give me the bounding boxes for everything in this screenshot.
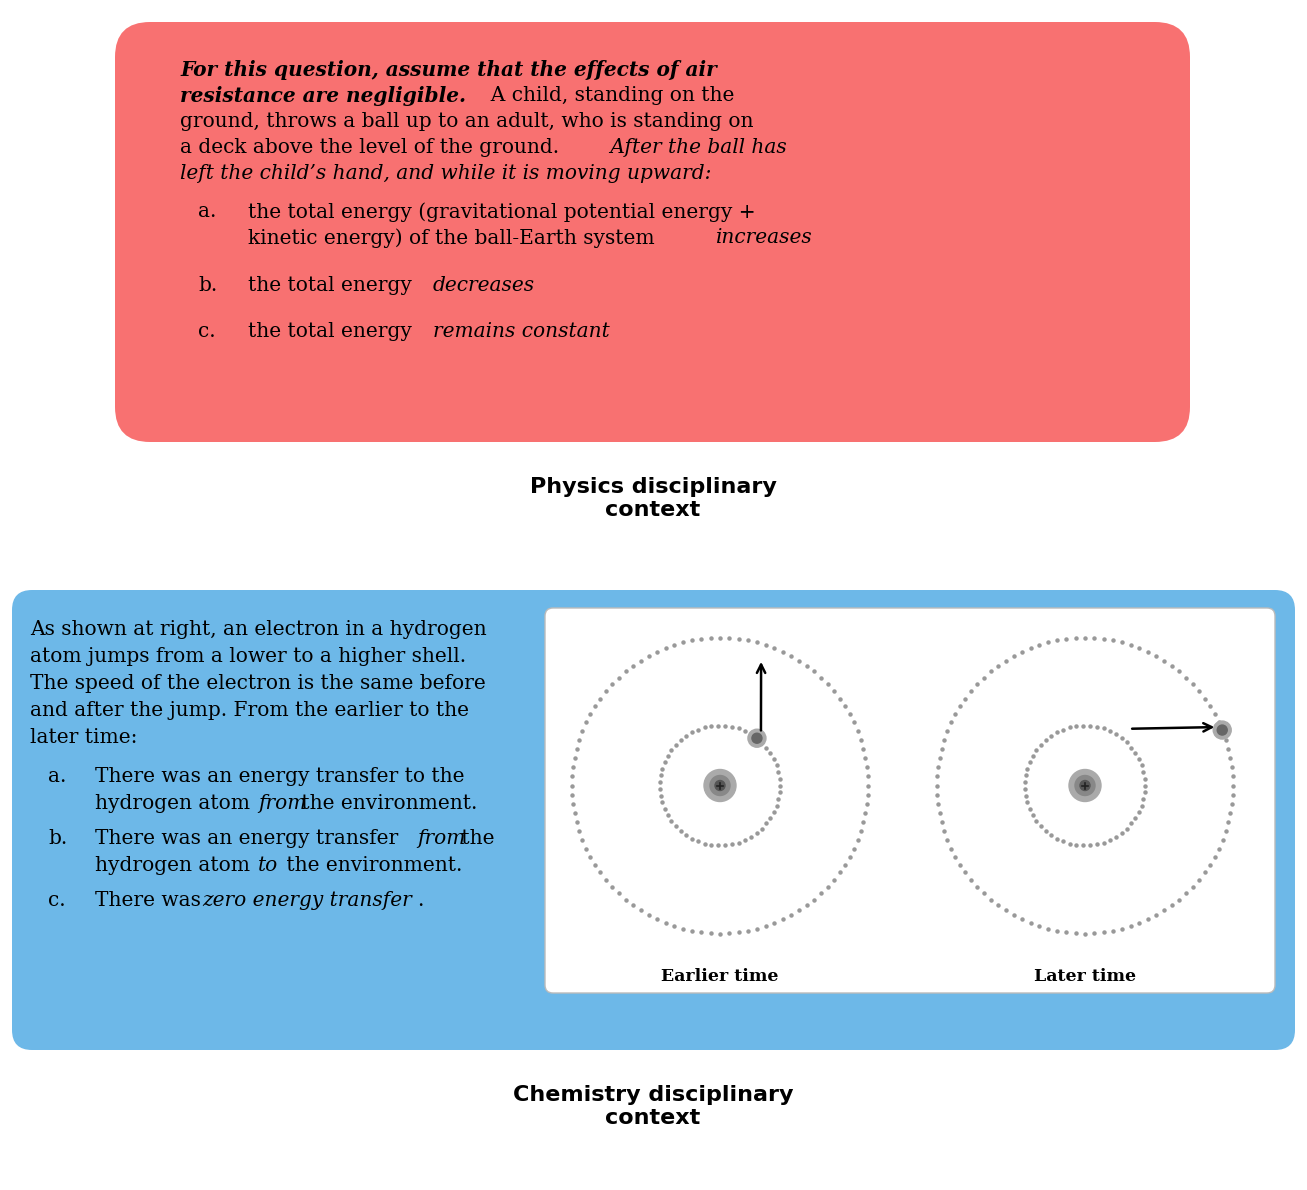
Text: Physics disciplinary
context: Physics disciplinary context bbox=[529, 477, 776, 520]
Text: kinetic energy) of the ball-Earth system: kinetic energy) of the ball-Earth system bbox=[248, 228, 661, 248]
Text: Earlier time: Earlier time bbox=[661, 967, 779, 985]
FancyBboxPatch shape bbox=[545, 608, 1276, 992]
Text: c.: c. bbox=[197, 322, 216, 342]
Text: a.: a. bbox=[48, 768, 67, 787]
Text: the total energy (gravitational potential energy +: the total energy (gravitational potentia… bbox=[248, 202, 755, 221]
Circle shape bbox=[715, 781, 725, 790]
Circle shape bbox=[1069, 770, 1100, 802]
Text: the total energy: the total energy bbox=[248, 322, 418, 342]
Text: to: to bbox=[257, 856, 278, 875]
Circle shape bbox=[1080, 781, 1090, 790]
Text: For this question, assume that the effects of air: For this question, assume that the effec… bbox=[180, 60, 716, 80]
Text: the total energy: the total energy bbox=[248, 276, 418, 295]
Text: later time:: later time: bbox=[30, 728, 137, 747]
Circle shape bbox=[710, 776, 731, 795]
Text: hydrogen atom: hydrogen atom bbox=[95, 794, 256, 813]
Text: b.: b. bbox=[197, 276, 217, 295]
Text: .: . bbox=[417, 891, 423, 910]
Text: zero energy transfer: zero energy transfer bbox=[203, 891, 412, 910]
Text: and after the jump. From the earlier to the: and after the jump. From the earlier to … bbox=[30, 701, 469, 720]
Text: b.: b. bbox=[48, 829, 67, 848]
Text: the: the bbox=[455, 829, 494, 848]
Text: Chemistry disciplinary
context: Chemistry disciplinary context bbox=[512, 1085, 793, 1128]
Text: a deck above the level of the ground.: a deck above the level of the ground. bbox=[180, 138, 559, 157]
FancyBboxPatch shape bbox=[12, 590, 1295, 1050]
Circle shape bbox=[1213, 721, 1231, 739]
Text: ground, throws a ball up to an adult, who is standing on: ground, throws a ball up to an adult, wh… bbox=[180, 112, 754, 131]
Text: left the child’s hand, and while it is moving upward:: left the child’s hand, and while it is m… bbox=[180, 164, 711, 183]
Text: resistance are negligible.: resistance are negligible. bbox=[180, 86, 467, 106]
Text: remains constant: remains constant bbox=[433, 322, 610, 342]
Text: A child, standing on the: A child, standing on the bbox=[478, 86, 735, 105]
Circle shape bbox=[752, 733, 762, 744]
Text: atom jumps from a lower to a higher shell.: atom jumps from a lower to a higher shel… bbox=[30, 647, 467, 666]
Text: There was an energy transfer to the: There was an energy transfer to the bbox=[95, 768, 464, 787]
Text: increases: increases bbox=[716, 228, 813, 248]
Circle shape bbox=[748, 729, 766, 747]
Text: from: from bbox=[417, 829, 465, 848]
Text: Later time: Later time bbox=[1034, 967, 1136, 985]
Text: a.: a. bbox=[197, 202, 217, 221]
Text: c.: c. bbox=[48, 891, 65, 910]
Text: After the ball has: After the ball has bbox=[604, 138, 787, 157]
Text: decreases: decreases bbox=[433, 276, 535, 295]
Circle shape bbox=[1074, 776, 1095, 795]
Text: the environment.: the environment. bbox=[280, 856, 463, 875]
Text: The speed of the electron is the same before: The speed of the electron is the same be… bbox=[30, 674, 486, 693]
Text: from: from bbox=[257, 794, 306, 813]
Circle shape bbox=[704, 770, 736, 802]
Text: There was an energy transfer: There was an energy transfer bbox=[95, 829, 405, 848]
Text: hydrogen atom: hydrogen atom bbox=[95, 856, 256, 875]
FancyBboxPatch shape bbox=[115, 21, 1189, 441]
Text: As shown at right, an electron in a hydrogen: As shown at right, an electron in a hydr… bbox=[30, 620, 486, 639]
Circle shape bbox=[1217, 725, 1227, 735]
Text: There was: There was bbox=[95, 891, 208, 910]
Text: the environment.: the environment. bbox=[295, 794, 477, 813]
